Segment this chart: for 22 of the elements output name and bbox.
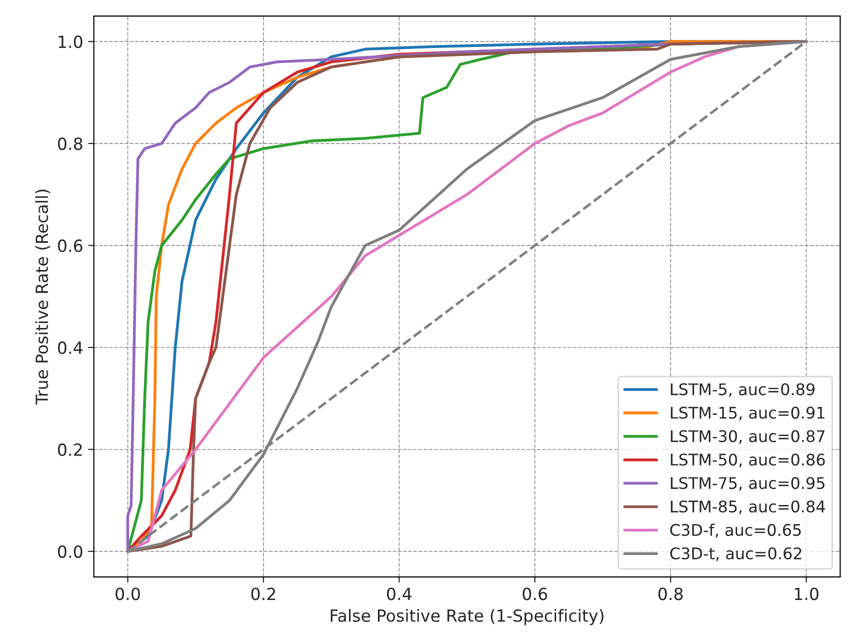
x-tick-label: 0.4	[387, 588, 412, 600]
x-axis-title: False Positive Rate (1-Specificity)	[330, 609, 604, 626]
legend-label: LSTM-30, auc=0.87	[670, 430, 824, 444]
y-tick-label: 1.0	[58, 35, 82, 48]
legend-label: LSTM-50, auc=0.86	[670, 454, 825, 468]
legend-label: LSTM-15, auc=0.91	[670, 406, 824, 420]
x-tick-label: 1.0	[794, 588, 818, 600]
x-tick-label: 0.8	[658, 588, 683, 600]
y-tick-label: 0.6	[58, 239, 82, 252]
y-axis-title: True Positive Rate (Recall)	[35, 190, 50, 405]
legend-label: C3D-f, auc=0.65	[670, 524, 801, 538]
x-tick-label: 0.6	[522, 588, 548, 600]
x-tick-label: 0.0	[116, 588, 140, 600]
legend-label: LSTM-85, auc=0.84	[670, 500, 825, 514]
x-tick-label: 0.2	[251, 588, 276, 600]
y-tick-label: 0.4	[58, 341, 82, 354]
legend-label: C3D-t, auc=0.62	[670, 547, 802, 562]
y-tick-label: 0.8	[58, 137, 82, 150]
legend-label: LSTM-5, auc=0.89	[670, 383, 815, 397]
y-tick-label: 0.2	[58, 443, 82, 456]
legend-label: LSTM-75, auc=0.95	[670, 477, 824, 491]
y-tick-label: 0.0	[58, 545, 82, 558]
